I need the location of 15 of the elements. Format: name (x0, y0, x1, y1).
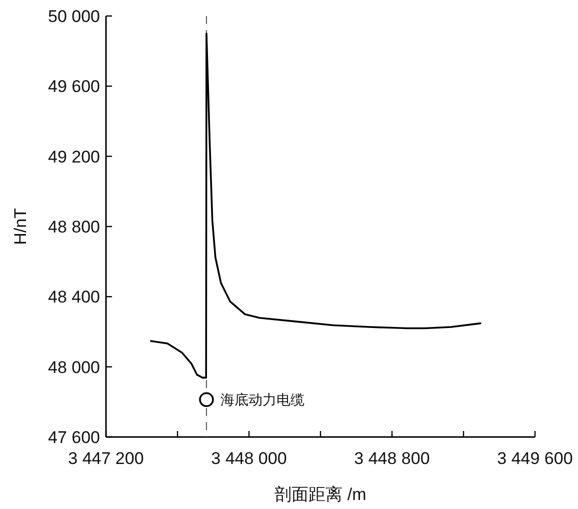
y-tick-label: 49 600 (48, 77, 100, 96)
y-tick-label: 47 600 (48, 428, 100, 447)
x-tick-label: 3 448 000 (211, 449, 287, 468)
y-tick-label: 50 000 (48, 7, 100, 26)
y-tick-label: 48 800 (48, 218, 100, 236)
y-tick-label: 49 200 (48, 147, 100, 166)
line-series (150, 32, 482, 379)
x-tick-label: 3 448 800 (354, 449, 430, 468)
x-tick-label: 3 447 200 (68, 449, 144, 468)
series-label: 海底动力电缆 (220, 392, 304, 408)
x-tick-label: 3 449 600 (497, 449, 573, 468)
y-tick-label: 48 000 (48, 358, 100, 377)
y-axis-title: H/nT (11, 208, 30, 245)
y-tick-label: 48 400 (48, 288, 100, 307)
x-axis-title: 剖面距离 /m (274, 485, 366, 504)
